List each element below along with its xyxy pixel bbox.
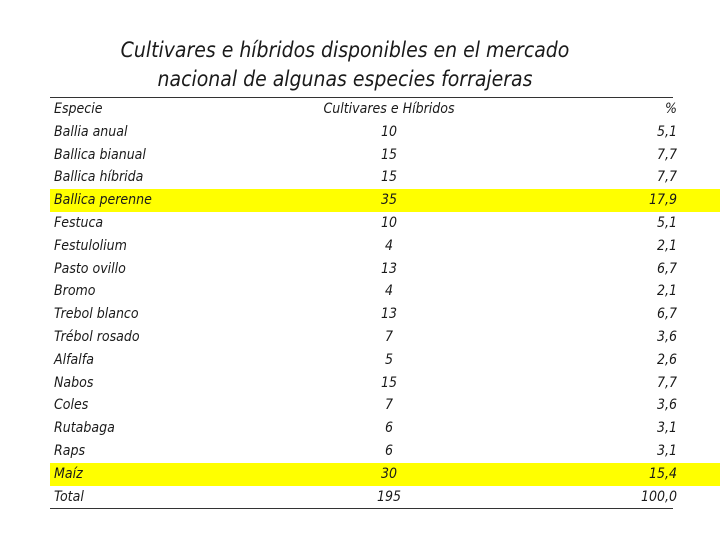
table-row: Ballica bianual 15 7,7 xyxy=(50,144,720,167)
cell-pct: 2,1 xyxy=(656,237,677,254)
table-header-row: Especie Cultivares e Híbridos % xyxy=(50,98,720,121)
cell-especie: Ballica híbrida xyxy=(54,169,144,186)
table-row: Festuca 10 5,1 xyxy=(50,212,720,235)
cell-pct: 7,7 xyxy=(656,374,677,391)
cell-pct: 17,9 xyxy=(514,189,720,212)
cultivares-table: Especie Cultivares e Híbridos % Ballia a… xyxy=(50,97,720,510)
cell-cultivares: 15 xyxy=(380,169,398,186)
cell-pct: 7,7 xyxy=(656,169,677,186)
cell-pct: 6,7 xyxy=(656,306,677,323)
cell-especie: Bromo xyxy=(54,283,96,300)
cell-cultivares: 6 xyxy=(384,442,393,459)
cell-especie: Trebol blanco xyxy=(54,306,139,323)
table-row: Ballica perenne 35 17,9 xyxy=(50,189,720,212)
cell-pct: 3,1 xyxy=(656,442,677,459)
header-cultivares: Cultivares e Híbridos xyxy=(323,101,455,117)
table-row: Festulolium 4 2,1 xyxy=(50,235,720,258)
cell-especie: Maíz xyxy=(50,462,264,486)
table-row: Ballica híbrida 15 7,7 xyxy=(50,166,720,189)
cell-cultivares: 6 xyxy=(384,420,393,437)
cell-cultivares: 7 xyxy=(384,397,393,414)
cell-especie: Ballica perenne xyxy=(50,189,264,212)
cell-especie: Total xyxy=(54,488,84,505)
cell-pct: 3,6 xyxy=(656,328,677,345)
cell-pct: 7,7 xyxy=(656,146,677,163)
cell-especie: Ballica bianual xyxy=(54,146,146,163)
table-row: Ballia anual 10 5,1 xyxy=(50,121,720,144)
header-pct: % xyxy=(665,101,677,117)
cell-especie: Trébol rosado xyxy=(54,328,140,345)
cell-pct: 2,6 xyxy=(656,351,677,368)
cell-cultivares: 5 xyxy=(384,351,393,368)
cell-pct: 2,1 xyxy=(656,283,677,300)
table-row: Raps 6 3,1 xyxy=(50,440,720,463)
table-row: Alfalfa 5 2,6 xyxy=(50,349,720,372)
cell-pct: 5,1 xyxy=(656,214,677,231)
table-body: Ballia anual 10 5,1 Ballica bianual 15 7,7 Bal… xyxy=(50,121,720,509)
table-row: Maíz 30 15,4 xyxy=(50,462,720,486)
cell-cultivares: 195 xyxy=(376,488,402,505)
cell-especie: Festuca xyxy=(54,214,104,231)
cell-especie: Rutabaga xyxy=(54,420,115,437)
table-row: Total 195 100,0 xyxy=(50,486,720,509)
cell-cultivares: 30 xyxy=(264,462,514,486)
cell-cultivares: 15 xyxy=(380,374,398,391)
cell-pct: 100,0 xyxy=(640,488,677,505)
table-row: Pasto ovillo 13 6,7 xyxy=(50,258,720,281)
cell-pct: 5,1 xyxy=(656,123,677,140)
page-title: Cultivares e híbridos disponibles en el … xyxy=(0,36,690,94)
cell-pct: 3,1 xyxy=(656,420,677,437)
cell-cultivares: 13 xyxy=(380,260,398,277)
cell-especie: Coles xyxy=(54,397,89,414)
cell-cultivares: 10 xyxy=(380,123,398,140)
cell-cultivares: 15 xyxy=(380,146,398,163)
cell-pct: 3,6 xyxy=(656,397,677,414)
cell-cultivares: 7 xyxy=(384,328,393,345)
cell-especie: Pasto ovillo xyxy=(54,260,126,277)
cell-cultivares: 4 xyxy=(384,283,393,300)
table-row: Rutabaga 6 3,1 xyxy=(50,417,720,440)
header-especie: Especie xyxy=(54,101,103,117)
cell-especie: Festulolium xyxy=(54,237,127,254)
cell-especie: Ballia anual xyxy=(54,123,128,140)
table-row: Bromo 4 2,1 xyxy=(50,280,720,303)
table-row: Trébol rosado 7 3,6 xyxy=(50,326,720,349)
table-row: Nabos 15 7,7 xyxy=(50,372,720,395)
title-line-2: nacional de algunas especies forrajeras xyxy=(157,67,533,91)
cell-cultivares: 13 xyxy=(380,306,398,323)
cell-cultivares: 35 xyxy=(264,189,514,212)
title-line-1: Cultivares e híbridos disponibles en el … xyxy=(120,38,570,62)
cell-especie: Raps xyxy=(54,442,86,459)
cell-pct: 6,7 xyxy=(656,260,677,277)
cell-cultivares: 4 xyxy=(384,237,393,254)
cell-pct: 15,4 xyxy=(514,462,720,486)
table-row: Trebol blanco 13 6,7 xyxy=(50,303,720,326)
cell-especie: Nabos xyxy=(54,374,94,391)
cell-especie: Alfalfa xyxy=(54,351,94,368)
table-row: Coles 7 3,6 xyxy=(50,394,720,417)
cell-cultivares: 10 xyxy=(380,214,398,231)
